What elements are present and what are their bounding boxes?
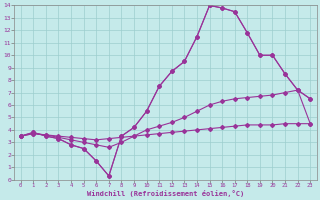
X-axis label: Windchill (Refroidissement éolien,°C): Windchill (Refroidissement éolien,°C) xyxy=(87,190,244,197)
